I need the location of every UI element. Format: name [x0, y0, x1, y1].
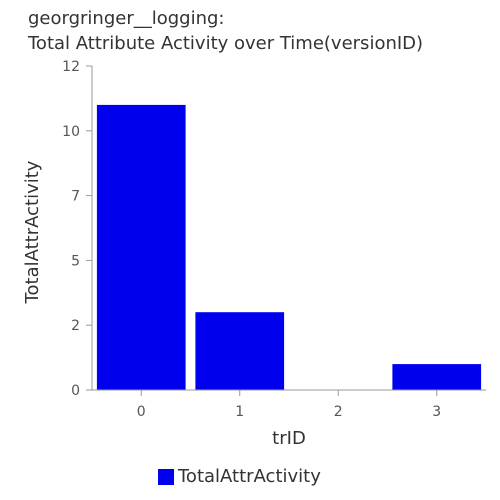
bar-trID-0	[96, 104, 186, 391]
x-ticks: 0 1 2 3	[137, 390, 441, 420]
y-tick-label: 10	[62, 124, 80, 140]
legend-label: TotalAttrActivity	[178, 466, 321, 487]
y-ticks: 0 2 5 7 10 12	[62, 59, 92, 399]
y-tick-label: 5	[71, 253, 80, 269]
y-tick-label: 12	[62, 59, 80, 75]
axes-layer	[91, 66, 486, 391]
x-tick-label: 0	[137, 404, 146, 420]
x-tick-label: 2	[334, 404, 343, 420]
bar-trID-3	[392, 364, 482, 390]
bars-layer	[96, 104, 482, 391]
x-tick-label: 3	[432, 404, 441, 420]
legend: TotalAttrActivity	[158, 466, 321, 487]
bar-trID-1	[195, 312, 285, 390]
chart-title-line-1: georgringer__logging:	[28, 8, 225, 29]
x-tick-label: 1	[235, 404, 244, 420]
y-axis-title: TotalAttrActivity	[22, 160, 43, 304]
chart-title: georgringer__logging: Total Attribute Ac…	[28, 6, 423, 56]
y-tick-label: 2	[71, 318, 80, 334]
y-tick-label: 7	[71, 189, 80, 205]
legend-swatch	[158, 468, 174, 485]
chart-title-line-2: Total Attribute Activity over Time(versi…	[28, 33, 424, 54]
y-tick-label: 0	[71, 383, 80, 399]
x-axis-title: trID	[272, 428, 306, 449]
